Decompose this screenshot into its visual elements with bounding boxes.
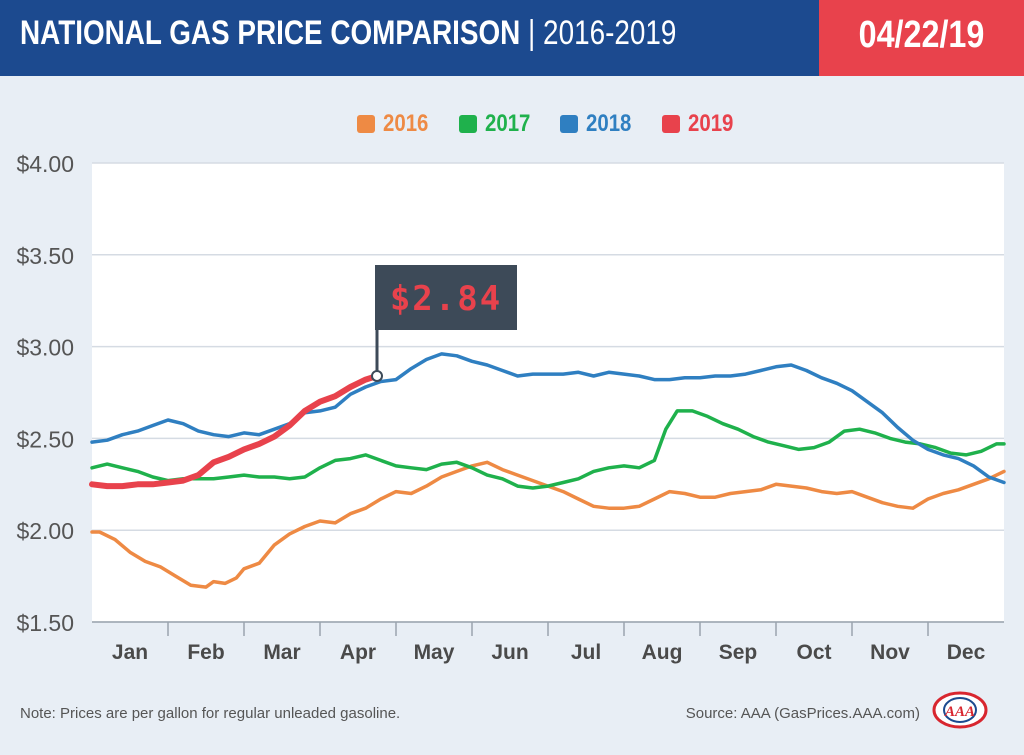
x-tick-label: Apr [340,641,376,664]
x-tick-label: Jul [571,641,601,664]
title-main: NATIONAL GAS PRICE COMPARISON [20,14,521,52]
y-tick-label: $3.00 [16,335,74,361]
series-line-2017 [90,409,1006,490]
footnote: Note: Prices are per gallon for regular … [20,705,401,722]
series-line-2018 [90,352,1006,485]
source-credit: Source: AAA (GasPrices.AAA.com) [685,705,920,722]
x-tick-label: Oct [796,641,831,664]
y-tick-label: $3.50 [16,243,74,269]
legend-swatch-2017 [459,115,477,133]
series-line-2016 [90,460,1006,589]
x-tick-label: Sep [719,641,758,664]
header-bar: NATIONAL GAS PRICE COMPARISON | 2016-201… [0,0,819,76]
legend-label-2018: 2018 [586,110,632,137]
title-years: 2016-2019 [543,14,677,52]
chart-legend: 2016 2017 2018 2019 [0,110,1024,140]
callout-flag [375,265,517,330]
x-tick-label: May [414,641,455,664]
series-lines [89,352,1006,589]
legend-label-2017: 2017 [485,110,531,137]
callout-price-label: $2.84 [390,279,502,319]
price-callout: $2.84 [371,265,517,382]
callout-marker [371,369,383,382]
y-tick-label: $4.00 [16,151,74,177]
x-tick-label: Nov [870,641,910,664]
aaa-logo-icon: AAA [932,691,988,729]
date-badge: 04/22/19 [819,0,1024,76]
y-axis: $1.50 $2.00 $2.50 $3.00 $3.50 $4.00 [16,151,74,636]
x-tick-label: Jun [491,641,528,664]
grid-lines [92,162,1004,623]
logo-text: AAA [944,704,975,720]
legend-swatch-2019 [662,115,680,133]
title-separator: | [520,14,544,52]
x-tick-label: Dec [947,641,986,664]
x-tick-label: Mar [263,641,300,664]
y-tick-label: $2.50 [16,426,74,452]
x-tick-label: Aug [642,641,683,664]
legend-swatch-2018 [560,115,578,133]
legend-swatch-2016 [357,115,375,133]
y-tick-label: $1.50 [16,610,74,636]
date-label: 04/22/19 [858,14,985,56]
y-tick-label: $2.00 [16,518,74,544]
legend-label-2019: 2019 [688,110,734,137]
series-line-2019 [89,373,380,490]
page-title: NATIONAL GAS PRICE COMPARISON | 2016-201… [20,14,676,53]
x-tick-label: Jan [112,641,148,664]
line-chart: $1.50 $2.00 $2.50 $3.00 $3.50 $4.00 Jan Feb Mar… [16,151,1006,664]
x-tick-label: Feb [187,641,224,664]
legend-label-2016: 2016 [383,110,429,137]
x-axis: Jan Feb Mar Apr May Jun Jul Aug Sep Oct Nov Dec [92,621,1004,664]
